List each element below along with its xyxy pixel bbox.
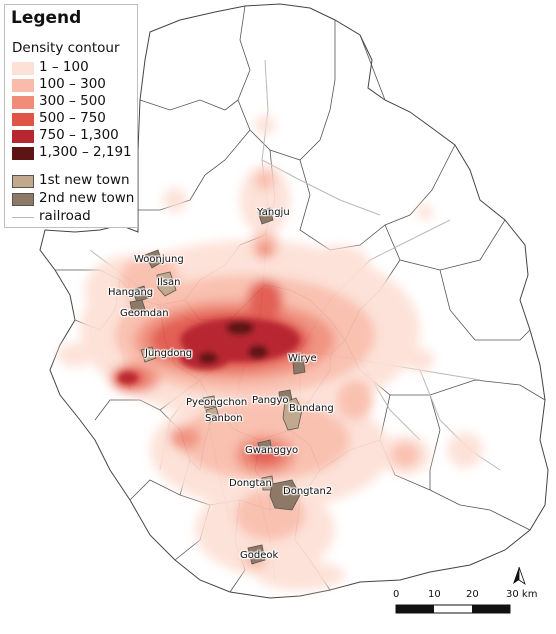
new-town-hangang — [131, 285, 149, 303]
legend-subtitle: Density contour — [12, 40, 120, 56]
density-core — [118, 318, 300, 384]
scale-bar — [395, 604, 511, 614]
legend-railroad-line — [12, 217, 34, 218]
new-town-geomdan — [129, 299, 147, 317]
new-town-woonjung — [144, 249, 163, 269]
legend-class-label: 750 – 1,300 — [39, 127, 119, 143]
legend-class-label: 300 – 500 — [39, 93, 106, 109]
legend-swatch — [12, 193, 34, 206]
legend-swatch — [12, 175, 34, 188]
label-woonjung: Woonjung — [134, 254, 184, 265]
label-geomdan: Geomdan — [120, 308, 169, 319]
new-town-godeok — [247, 544, 266, 565]
label-dongtan2: Dongtan2 — [283, 486, 333, 497]
label-bundang: Bundang — [289, 403, 334, 414]
legend-swatch — [12, 62, 34, 75]
new-town-gwanggyo — [257, 439, 273, 455]
north-arrow-icon — [513, 566, 526, 585]
scale-tick-30: 30 km — [506, 589, 538, 600]
new-town-sanbon — [205, 406, 221, 423]
label-jungdong: Jungdong — [145, 348, 193, 359]
legend-swatch — [12, 113, 34, 126]
scale-tick-10: 10 — [428, 589, 441, 600]
new-town-yangju — [257, 207, 274, 225]
legend-class-label: 1 – 100 — [39, 59, 89, 75]
label-sanbon: Sanbon — [205, 413, 243, 424]
label-godeok: Godeok — [240, 550, 279, 561]
legend-title: Legend — [11, 8, 82, 28]
legend-class-label: 100 – 300 — [39, 76, 106, 92]
legend-class-label: 1,300 – 2,191 — [39, 144, 132, 160]
map-legend: Legend Density contour 1 – 100 100 – 300… — [4, 4, 138, 228]
legend-swatch — [12, 79, 34, 92]
label-ilsan: Ilsan — [157, 277, 181, 288]
scale-tick-0: 0 — [393, 589, 400, 600]
legend-class-label: 500 – 750 — [39, 110, 106, 126]
label-hangang: Hangang — [108, 287, 154, 298]
label-pyeongchon: Pyeongchon — [186, 397, 248, 408]
new-town-polygons — [129, 207, 306, 565]
legend-swatch — [12, 147, 34, 160]
label-dongtan: Dongtan — [229, 478, 272, 489]
legend-second-new-town-label: 2nd new town — [39, 190, 135, 206]
label-pangyo: Pangyo — [252, 395, 289, 406]
label-yangju: Yangju — [257, 207, 290, 218]
new-town-pyeongchon — [202, 395, 217, 409]
new-town-ilsan — [156, 271, 177, 297]
label-gwanggyo: Gwanggyo — [245, 445, 299, 456]
legend-railroad-label: railroad — [39, 208, 91, 224]
legend-swatch — [12, 130, 34, 143]
legend-swatch — [12, 96, 34, 109]
label-wirye: Wirye — [288, 353, 317, 364]
new-town-dongtan2 — [269, 479, 301, 511]
new-town-jungdong — [140, 346, 157, 363]
new-town-bundang — [282, 397, 303, 431]
legend-first-new-town-label: 1st new town — [39, 172, 130, 188]
new-town-wirye — [292, 357, 306, 375]
scale-tick-20: 20 — [466, 589, 479, 600]
